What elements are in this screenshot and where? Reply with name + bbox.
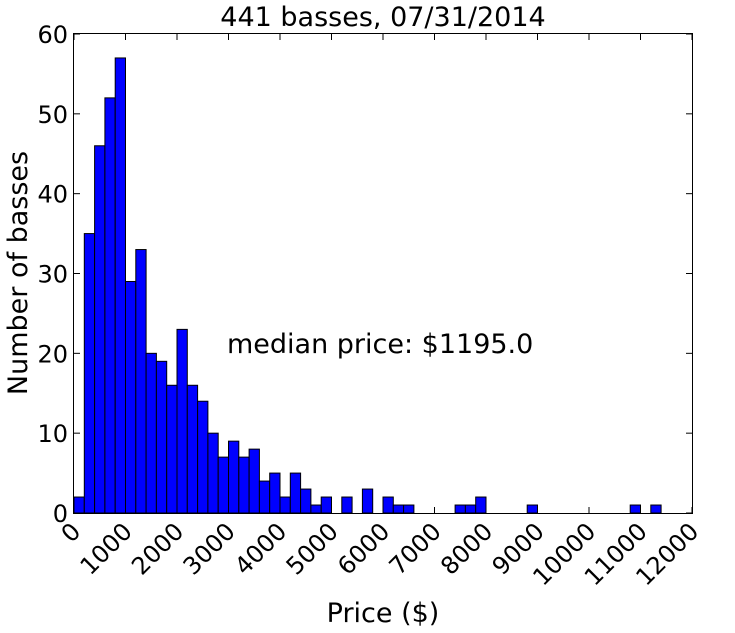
histogram-bar [475,496,487,514]
y-tick-label: 30 [37,261,68,289]
y-tick-label: 20 [37,340,68,368]
histogram-bar [629,504,642,514]
histogram-bar [145,352,157,514]
median-annotation: median price: $1195.0 [227,329,533,360]
x-tick-label: 4000 [229,517,292,580]
x-tick-label: 6000 [332,517,395,580]
y-axis-label: Number of basses [3,151,34,395]
histogram-bar [155,360,168,514]
histogram-bar [361,488,374,514]
x-tick-label: 7000 [384,517,447,580]
histogram-bar [125,280,137,514]
histogram-bar [238,456,250,514]
plot-frame [73,33,693,514]
x-tick-label: 5000 [281,517,344,580]
bars-group [73,57,662,514]
histogram-bar [650,504,662,514]
histogram-bar [83,233,96,514]
histogram-bar [73,496,85,514]
y-tick-label: 60 [37,21,68,49]
histogram-bar [320,496,333,514]
y-axis: 0 10 20 30 40 50 60 [37,21,692,528]
x-axis-label: Price ($) [327,598,440,629]
histogram-bar [279,496,291,514]
histogram-bar [258,480,271,514]
x-tick-label: 1000 [75,517,138,580]
histogram-bar [228,440,240,514]
histogram-bar [166,384,178,514]
y-tick-label: 40 [37,181,68,209]
histogram-bar [341,496,353,514]
y-tick-label: 10 [37,420,68,448]
histogram-bar [464,504,477,514]
histogram-bar [176,328,188,514]
y-tick-label: 0 [53,500,68,528]
histogram-bar [197,400,209,514]
histogram-bar [454,504,466,514]
histogram-bar [135,249,147,514]
histogram-bar [217,456,229,514]
histogram-bar [392,504,405,514]
histogram-bar [526,504,539,514]
chart-title: 441 basses, 07/31/2014 [220,2,545,33]
histogram-bar [300,488,312,514]
histogram-bar [114,57,126,514]
histogram-bar [269,472,281,514]
histogram-bar [248,448,260,514]
histogram-bar [403,504,415,514]
histogram-bar [104,97,116,514]
histogram-bar [310,504,322,514]
histogram-bar [94,145,106,514]
x-tick-label: 2000 [126,517,189,580]
x-tick-label: 3000 [178,517,241,580]
y-tick-label: 50 [37,101,68,129]
x-tick-label: 8000 [435,517,498,580]
histogram-bar [186,384,199,514]
histogram-bar [289,472,302,514]
histogram-bar [207,432,219,514]
histogram-bar [382,496,394,514]
